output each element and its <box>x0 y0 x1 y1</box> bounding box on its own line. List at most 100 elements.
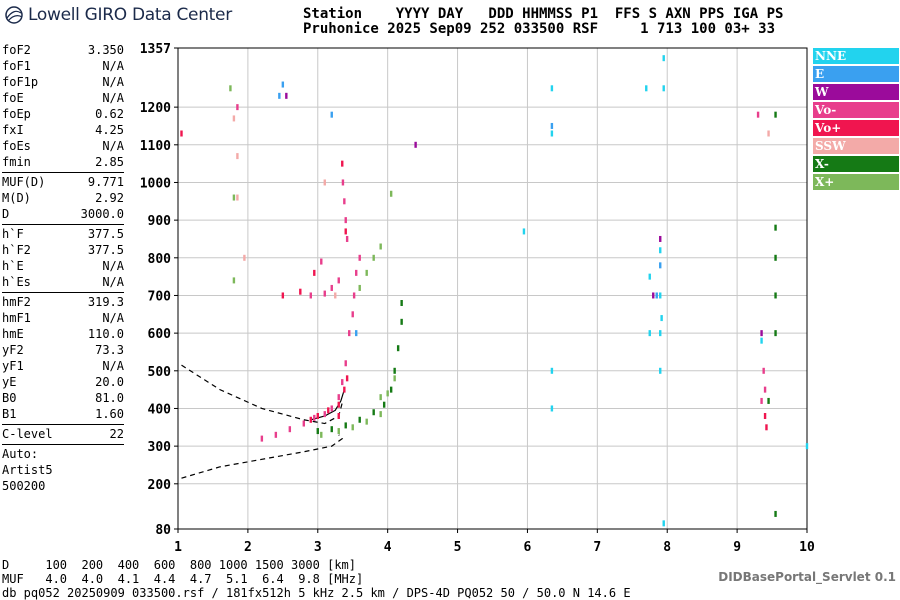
echo-point-vo <box>316 413 319 420</box>
y-tick-label: 80 <box>155 523 171 538</box>
y-tick-label: 1357 <box>140 42 171 57</box>
param-value: N/A <box>102 359 124 373</box>
echo-point-x <box>344 422 347 429</box>
x-tick-label: 1 <box>174 540 182 555</box>
param-name: M(D) <box>2 191 31 205</box>
echo-point-e <box>278 92 281 99</box>
header-line-2: Pruhonice 2025 Sep09 252 033500 RSF 1 71… <box>303 21 776 37</box>
db-info-row: db pq052 20250909 033500.rsf / 181fx512h… <box>2 586 631 600</box>
param-name: h`E <box>2 259 24 273</box>
param-row: foF2 3.350 <box>2 42 124 58</box>
param-value: N/A <box>102 311 124 325</box>
echo-point-ssw <box>334 292 337 299</box>
echo-point-w <box>659 235 662 242</box>
param-row: yF1 N/A <box>2 358 124 374</box>
echo-point-nne <box>659 330 662 337</box>
echo-point-x <box>351 424 354 431</box>
param-name: fmin <box>2 155 31 169</box>
y-tick-label: 300 <box>148 440 172 455</box>
x-tick-label: 9 <box>733 540 741 555</box>
param-name: B1 <box>2 407 17 421</box>
footer-info: D 100 200 400 600 800 1000 1500 3000 [km… <box>2 558 631 600</box>
param-row: foEp 0.62 <box>2 106 124 122</box>
echo-point-vo <box>281 292 285 299</box>
echo-point-vo <box>236 104 239 111</box>
echo-point-e <box>281 81 285 88</box>
param-name: yF1 <box>2 359 24 373</box>
echo-point-nne <box>645 85 648 92</box>
echo-point-vo <box>352 292 356 299</box>
echo-point-vo <box>323 411 326 418</box>
x-tick-label: 5 <box>454 540 462 555</box>
echo-point-nne <box>648 273 651 280</box>
echo-point-x <box>774 510 777 517</box>
echo-point-vo <box>763 413 767 420</box>
autoscale-line: Artist5 <box>2 463 53 477</box>
param-name: MUF(D) <box>2 175 46 189</box>
echo-point-x <box>358 284 361 291</box>
echo-point-ssw <box>243 254 246 261</box>
param-value: N/A <box>102 75 124 89</box>
param-value: 73.3 <box>95 343 124 357</box>
clevel-value: 22 <box>109 427 124 441</box>
x-tick-label: 6 <box>524 540 532 555</box>
echo-point-vo <box>765 424 768 431</box>
echo-point-x <box>774 292 777 299</box>
param-name: hmE <box>2 327 24 341</box>
y-tick-label: 400 <box>148 402 172 417</box>
echo-point-vo <box>355 269 358 276</box>
param-row: h`E N/A <box>2 258 124 274</box>
echo-point-vo <box>323 290 326 297</box>
y-tick-label: 1100 <box>140 139 171 154</box>
echo-point-vo <box>760 397 763 404</box>
header-line-1: Station YYYY DAY DDD HHMMSS P1 FFS S AXN… <box>303 6 784 22</box>
param-value: 20.0 <box>95 375 124 389</box>
param-separator <box>2 292 124 293</box>
echo-point-nne <box>659 367 662 374</box>
echo-point-vo <box>330 284 333 291</box>
echo-point-vo <box>351 311 354 318</box>
legend-item-ssw: SSW <box>813 138 899 154</box>
echo-point-x <box>358 416 361 423</box>
param-name: h`F2 <box>2 243 31 257</box>
y-tick-label: 500 <box>148 365 172 380</box>
echo-point-vo <box>337 413 340 420</box>
legend-item-nne: NNE <box>813 48 899 64</box>
logo-text: Lowell GIRO Data Center <box>28 5 232 25</box>
echo-point-x <box>232 277 236 284</box>
echo-point-vo <box>309 416 312 423</box>
x-tick-label: 3 <box>314 540 322 555</box>
echo-point-x <box>372 409 375 416</box>
x-tick-label: 4 <box>384 540 392 555</box>
param-name: yE <box>2 375 17 389</box>
param-value: 319.3 <box>87 295 124 309</box>
muf-row: MUF 4.0 4.0 4.1 4.4 4.7 5.1 6.4 9.8 [MHz… <box>2 572 364 586</box>
echo-point-vo <box>288 426 292 433</box>
echo-point-x <box>400 318 403 325</box>
echo-point-w <box>760 330 763 337</box>
param-value: N/A <box>102 139 124 153</box>
echo-point-vo <box>344 217 347 224</box>
echo-point-x <box>774 224 777 231</box>
param-separator <box>2 444 124 445</box>
echo-point-ssw <box>323 179 326 186</box>
echo-point-ssw <box>236 153 239 160</box>
echo-point-vo <box>345 375 349 382</box>
echo-point-vo <box>274 431 278 438</box>
param-row: hmF2 319.3 <box>2 294 124 310</box>
legend-item-e: E <box>813 66 899 82</box>
echo-point-nne <box>550 85 554 92</box>
param-name: foEs <box>2 139 31 153</box>
echo-point-x <box>379 243 382 250</box>
param-value: 3.350 <box>87 43 124 57</box>
param-row: hmF1 N/A <box>2 310 124 326</box>
echo-point-x <box>379 411 382 418</box>
param-row: h`Es N/A <box>2 274 124 290</box>
param-value: 2.85 <box>95 155 124 169</box>
echo-point-vo <box>343 386 346 393</box>
echo-point-e <box>659 262 662 269</box>
echo-point-nne <box>659 247 662 254</box>
param-name: h`Es <box>2 275 31 289</box>
echo-point-x <box>774 111 777 118</box>
param-name: foEp <box>2 107 31 121</box>
